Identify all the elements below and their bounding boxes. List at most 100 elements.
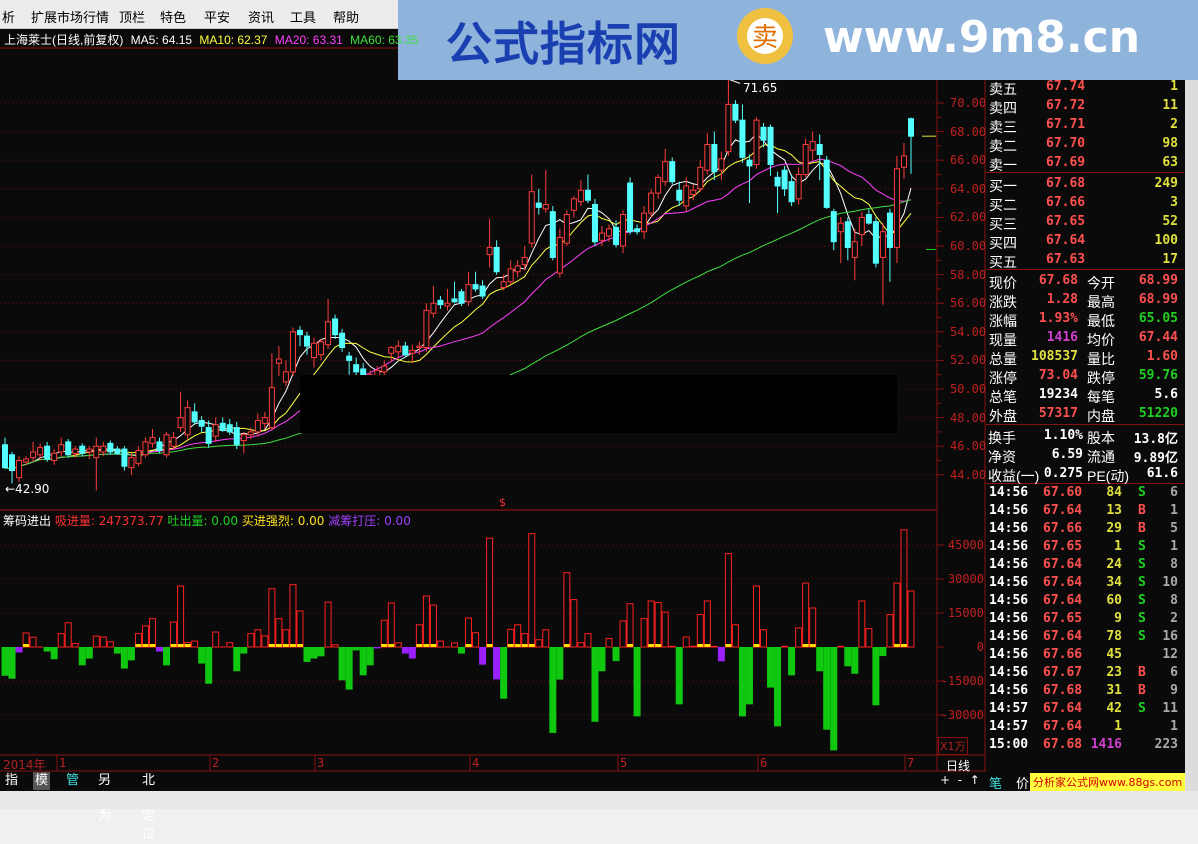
quote-panel: 卖五 67.74 1 卖四 67.72 11 卖三 67.71 2 卖二 67.70 98 卖一 67.6… (986, 78, 1185, 768)
month-label: 4 (472, 756, 480, 770)
high-pointer (728, 78, 741, 84)
strong-buy-bar (893, 644, 900, 647)
candle-down (493, 246, 500, 273)
menu-item[interactable]: 顶栏 (119, 11, 146, 26)
tab-price[interactable]: 价 (1016, 777, 1030, 792)
trade-row: 14:56 67.64 24 S 8 (986, 557, 1182, 575)
candle-up (598, 232, 605, 241)
zoom-out-button[interactable]: - (957, 773, 963, 787)
quote-label: 最低 (1087, 313, 1115, 329)
quote-row: 涨跌 1.28 最高 68.99 (986, 292, 1182, 311)
window-right-edge (1185, 29, 1198, 791)
pressure-bar (373, 647, 381, 649)
menu-item[interactable]: 析 (2, 11, 16, 26)
outflow-bar (598, 647, 606, 672)
candle-down (451, 298, 458, 303)
inflow-bar (106, 641, 114, 648)
candle-up (465, 284, 472, 303)
outflow-bar (50, 647, 58, 660)
event-marker[interactable]: $ (499, 496, 506, 509)
menu-item[interactable]: 平安 (204, 11, 231, 26)
zoom-in-button[interactable]: + (940, 773, 951, 787)
menu-item[interactable]: 扩展市场行情 (31, 11, 110, 26)
menu-item[interactable]: 工具 (290, 11, 317, 26)
strong-buy-bar (725, 644, 732, 647)
candle-up (563, 214, 570, 244)
trade-count: 1 (1170, 719, 1178, 734)
tab-manage[interactable]: 管理 (66, 773, 80, 806)
trade-volume: 45 (1106, 647, 1122, 662)
up-arrow-button[interactable]: ↑ (969, 773, 980, 787)
outflow-bar (844, 647, 852, 667)
trade-price: 67.66 (1043, 647, 1083, 662)
candle-up (802, 143, 809, 176)
candle-up (556, 236, 563, 274)
inflow-bar (472, 632, 480, 648)
inflow-bar (752, 585, 760, 648)
inflow-bar (212, 631, 220, 648)
candle-up (388, 347, 395, 354)
candle-down (549, 211, 556, 258)
order-price: 67.63 (1046, 252, 1086, 267)
ad-banner[interactable]: 分析家公式网www.88gs.com (1030, 773, 1186, 791)
menu-item[interactable]: 帮助 (333, 11, 360, 26)
inflow-bar (465, 617, 473, 648)
fund-label: 换手 (988, 430, 1016, 446)
order-book-row-buy[interactable]: 买一 67.68 249 (986, 176, 1182, 195)
inflow-bar (837, 645, 845, 648)
period-selector[interactable]: 日线 (946, 759, 971, 773)
trade-price: 67.64 (1043, 629, 1083, 644)
order-book-row-sell[interactable]: 卖三 67.71 2 (986, 117, 1182, 136)
year-label: 2014年 (3, 758, 46, 772)
order-label: 卖一 (989, 157, 1017, 173)
trade-row: 14:56 67.60 84 S 6 (986, 485, 1182, 503)
fundamental-row: 净资 6.59 流通 9.89亿 (986, 447, 1182, 466)
trade-price: 67.68 (1043, 737, 1083, 752)
inflow-bar (893, 582, 901, 648)
order-book-row-buy[interactable]: 买五 67.63 17 (986, 252, 1182, 271)
outflow-bar (240, 647, 248, 654)
volume-tick-label: 0 (976, 640, 984, 654)
candle-down (226, 424, 233, 433)
tab-template[interactable]: 模板 (33, 772, 51, 806)
trade-volume: 1 (1114, 539, 1122, 554)
outflow-bar (851, 647, 859, 674)
candle-up (648, 192, 655, 214)
candle-up (620, 214, 627, 247)
price-tick-label: 48.00 (950, 410, 987, 425)
ma20-line (4, 158, 912, 470)
order-book-row-sell[interactable]: 卖二 67.70 98 (986, 136, 1182, 155)
strong-buy-bar (486, 644, 493, 647)
order-book-row-buy[interactable]: 买二 67.66 3 (986, 195, 1182, 214)
tab-indicator[interactable]: 指标 (5, 773, 19, 806)
inflow-bar (577, 642, 585, 648)
tab-trades[interactable]: 笔 (989, 777, 1003, 792)
tab-save-as[interactable]: 另存为 (98, 773, 112, 824)
menu-item[interactable]: 资讯 (248, 11, 275, 26)
order-book-row-buy[interactable]: 买四 67.64 100 (986, 233, 1182, 252)
candle-up (795, 174, 802, 200)
order-book-row-buy[interactable]: 买三 67.65 52 (986, 214, 1182, 233)
candle-up (268, 387, 275, 429)
ma20-value: MA20: 63.31 (274, 33, 343, 47)
outflow-bar (303, 647, 311, 662)
candle-up (135, 449, 142, 464)
candle-up (395, 345, 402, 353)
kline-chart[interactable] (0, 0, 986, 772)
menu-item[interactable]: 特色 (160, 11, 187, 26)
order-book-row-sell[interactable]: 卖一 67.69 63 (986, 155, 1182, 174)
quote-label: 涨停 (989, 370, 1017, 386)
tab-beidou[interactable]: 北斗定位 (142, 773, 156, 842)
pressure-bar (401, 647, 409, 654)
strong-buy-bar (423, 644, 430, 647)
candle-down (304, 335, 310, 347)
trade-price: 67.64 (1043, 503, 1083, 518)
outflow-bar (745, 647, 753, 705)
inflow-bar (92, 635, 100, 648)
candle-up (282, 371, 289, 383)
inflow-bar (429, 604, 437, 648)
order-book-row-sell[interactable]: 卖五 67.74 1 (986, 79, 1182, 98)
inflow-bar (619, 620, 627, 648)
inflow-bar (261, 635, 269, 648)
order-book-row-sell[interactable]: 卖四 67.72 11 (986, 98, 1182, 117)
